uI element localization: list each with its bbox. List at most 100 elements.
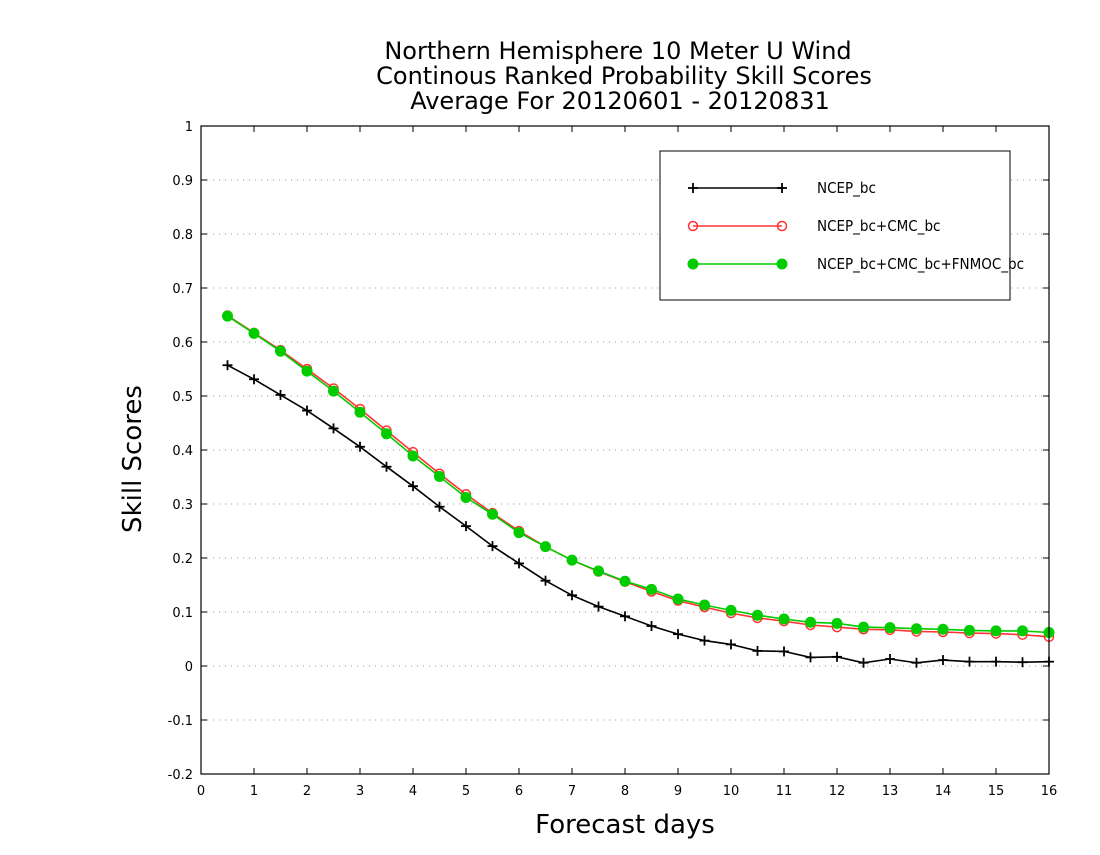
series-3-point bbox=[752, 609, 763, 621]
series-1 bbox=[222, 360, 1054, 668]
series-3-point bbox=[778, 613, 790, 625]
series-3-point bbox=[328, 385, 339, 397]
legend-marker-end bbox=[777, 183, 787, 193]
series-1-point bbox=[964, 656, 975, 667]
series-1-point bbox=[699, 635, 710, 646]
legend-label: NCEP_bc+CMC_bc+FNMOC_bc bbox=[817, 255, 1024, 274]
x-tick-label: 11 bbox=[776, 784, 793, 799]
x-tick-label: 12 bbox=[829, 784, 846, 799]
legend-label: NCEP_bc bbox=[817, 179, 876, 198]
series-1-point bbox=[249, 374, 259, 385]
series-3-point bbox=[990, 625, 1002, 637]
series-3-point bbox=[858, 621, 869, 633]
legend-item-2: NCEP_bc+CMC_bc bbox=[687, 217, 940, 236]
x-tick-label: 9 bbox=[674, 784, 682, 799]
legend-items: NCEP_bc NCEP_bc+CMC_bc NCEP_bc+CMC_bc+FNMO… bbox=[687, 179, 1024, 274]
axis-ticks: -0.2-0.100.10.20.30.40.50.60.70.80.910 1 2… bbox=[168, 120, 1058, 799]
series-1-point bbox=[726, 639, 736, 650]
legend-marker-end bbox=[776, 220, 788, 232]
series-1-line bbox=[227, 364, 1050, 664]
series-1-point bbox=[832, 651, 842, 662]
y-tick-label: 0.9 bbox=[172, 174, 193, 189]
series-1-point bbox=[752, 645, 763, 656]
series-1-point bbox=[540, 575, 551, 586]
series-3-point bbox=[725, 604, 737, 616]
series-3-point bbox=[672, 593, 684, 605]
series-1-point bbox=[885, 653, 895, 664]
chart-title-line-3: Average For 20120601 - 20120831 bbox=[410, 87, 830, 115]
series-1-point bbox=[328, 423, 339, 434]
series-3-point bbox=[487, 508, 498, 520]
series-3-point bbox=[381, 428, 392, 440]
series-1-point bbox=[1017, 657, 1028, 668]
x-tick-label: 2 bbox=[303, 784, 311, 799]
x-tick-label: 0 bbox=[197, 784, 205, 799]
series-1-point bbox=[461, 521, 471, 532]
series-3-point bbox=[699, 599, 710, 611]
x-tick-label: 7 bbox=[568, 784, 576, 799]
plot-frame bbox=[200, 125, 1050, 775]
chart-title-line-2: Continous Ranked Probability Skill Score… bbox=[376, 62, 872, 90]
series-1-point bbox=[673, 629, 683, 640]
series-3-point bbox=[884, 622, 896, 634]
legend-label: NCEP_bc+CMC_bc bbox=[817, 217, 940, 236]
series-1-point bbox=[646, 621, 657, 632]
x-tick-label: 16 bbox=[1041, 784, 1058, 799]
series-3-point bbox=[646, 583, 657, 595]
x-tick-label: 3 bbox=[356, 784, 364, 799]
series-3-point bbox=[275, 345, 286, 357]
series-3-point bbox=[805, 616, 816, 628]
x-tick-label: 4 bbox=[409, 784, 417, 799]
x-tick-label: 1 bbox=[250, 784, 258, 799]
legend-item-3: NCEP_bc+CMC_bc+FNMOC_bc bbox=[687, 255, 1024, 274]
legend: NCEP_bc NCEP_bc+CMC_bc NCEP_bc+CMC_bc+FNMO… bbox=[659, 150, 1024, 301]
series-3-point bbox=[222, 310, 233, 322]
series-3-point bbox=[1017, 625, 1028, 637]
series-1-point bbox=[487, 541, 498, 552]
y-tick-label: -0.2 bbox=[168, 768, 193, 783]
legend-marker-start bbox=[687, 220, 699, 232]
y-tick-label: 0.8 bbox=[172, 228, 193, 243]
y-tick-label: 0.4 bbox=[172, 444, 193, 459]
series-1-point bbox=[911, 657, 922, 668]
series-1-point bbox=[991, 656, 1001, 667]
series-3-point bbox=[937, 623, 949, 635]
y-tick-label: 0.6 bbox=[172, 336, 193, 351]
series-2-line bbox=[227, 314, 1050, 638]
y-tick-label: 0 bbox=[185, 660, 193, 675]
y-tick-label: 0.5 bbox=[172, 390, 193, 405]
series-1-point bbox=[805, 652, 816, 663]
series-1-point bbox=[567, 590, 577, 601]
series-1-point bbox=[302, 405, 312, 416]
series-3-point bbox=[301, 365, 313, 377]
series-layer bbox=[222, 310, 1055, 668]
series-3-point bbox=[540, 541, 551, 553]
series-3-line bbox=[227, 315, 1050, 634]
series-1-point bbox=[858, 657, 869, 668]
series-2 bbox=[222, 310, 1055, 643]
series-3 bbox=[222, 310, 1055, 639]
series-3-point bbox=[460, 492, 472, 504]
x-tick-label: 15 bbox=[988, 784, 1005, 799]
series-1-point bbox=[222, 360, 233, 371]
series-3-point bbox=[911, 623, 922, 635]
y-tick-label: 0.1 bbox=[172, 606, 193, 621]
x-tick-label: 8 bbox=[621, 784, 629, 799]
y-tick-label: 0.2 bbox=[172, 552, 193, 567]
series-1-point bbox=[355, 441, 365, 452]
y-axis-label: Skill Scores bbox=[118, 385, 148, 533]
x-tick-label: 10 bbox=[723, 784, 740, 799]
legend-item-1: NCEP_bc bbox=[688, 179, 876, 198]
series-1-point bbox=[514, 558, 524, 569]
series-3-point bbox=[434, 470, 445, 482]
series-3-point bbox=[619, 575, 631, 587]
y-tick-label: 0.7 bbox=[172, 282, 193, 297]
x-tick-label: 14 bbox=[935, 784, 952, 799]
series-1-point bbox=[434, 501, 445, 512]
series-3-point bbox=[248, 327, 260, 339]
series-3-point bbox=[513, 527, 525, 539]
series-3-point bbox=[354, 406, 366, 418]
legend-marker-start bbox=[687, 258, 699, 270]
series-3-point bbox=[407, 450, 419, 462]
